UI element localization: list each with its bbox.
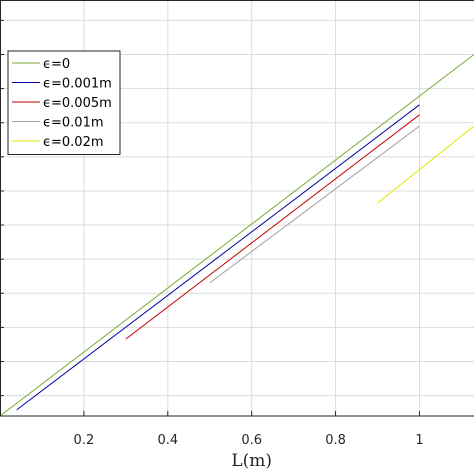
series-line-4 <box>209 125 420 284</box>
x-ticks: 0.2 0.4 0.6 0.8 1 <box>74 411 424 448</box>
legend-label-2: ϵ=0.001m <box>43 77 112 92</box>
series-line-3 <box>125 114 420 340</box>
series-line-5 <box>377 125 474 204</box>
legend-label-5: ϵ=0.02m <box>43 135 104 150</box>
x-tick-label: 1 <box>415 433 423 448</box>
x-tick-label: 0.4 <box>157 433 178 448</box>
legend-label-3: ϵ=0.005m <box>43 96 112 111</box>
x-axis-label: L(m) <box>231 451 272 471</box>
series-lines <box>0 54 474 417</box>
legend-label-4: ϵ=0.01m <box>43 116 104 131</box>
series-line-2 <box>16 104 420 411</box>
x-tick-label: 0.2 <box>74 433 95 448</box>
grid <box>0 0 474 416</box>
axes <box>0 0 474 417</box>
legend-box <box>7 50 121 155</box>
legend-label-1: ϵ=0 <box>43 57 70 72</box>
series-line-1 <box>0 54 474 417</box>
x-tick-label: 0.6 <box>241 433 262 448</box>
x-tick-label: 0.8 <box>325 433 346 448</box>
legend: ϵ=0 ϵ=0.001m ϵ=0.005m ϵ=0.01m ϵ=0.02m <box>7 50 121 155</box>
